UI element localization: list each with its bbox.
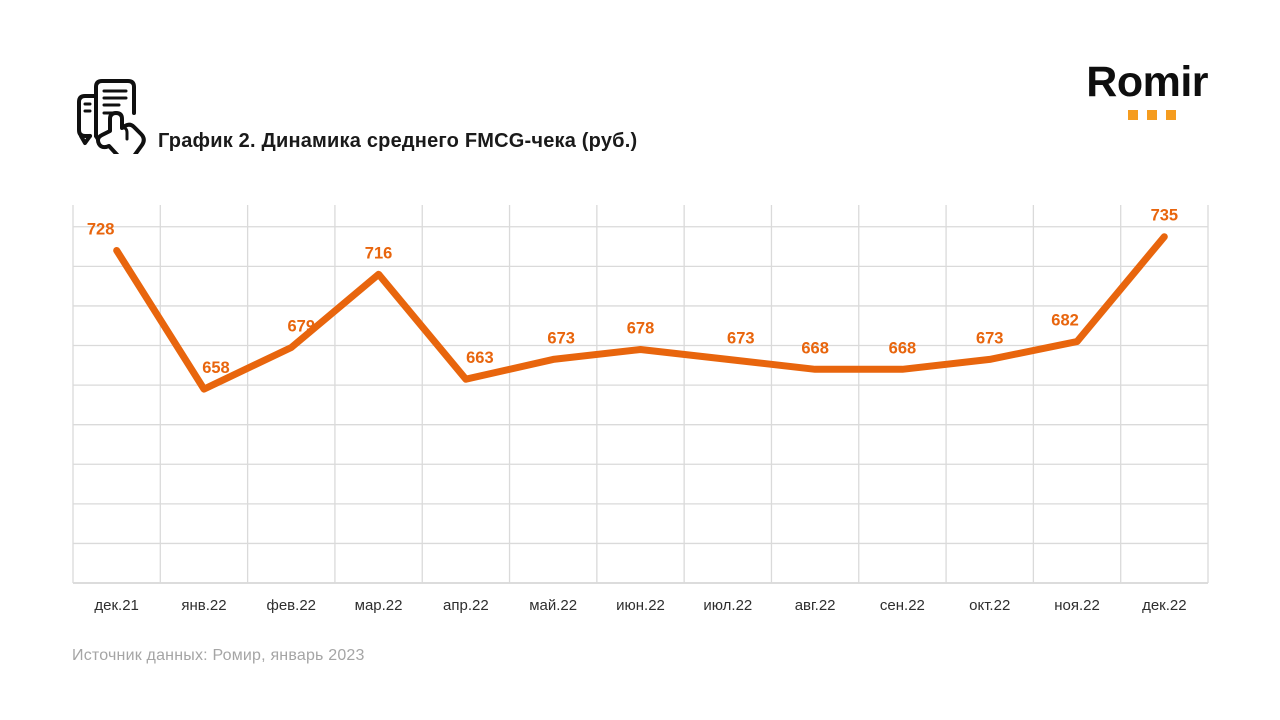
data-label: 668 — [889, 339, 917, 357]
receipt-in-hand-icon — [72, 74, 150, 163]
logo-dot — [1166, 110, 1176, 120]
x-tick-label: ноя.22 — [1054, 597, 1100, 614]
data-label: 735 — [1151, 207, 1179, 225]
fmcg-average-check-line-chart: 728 658 679 716 663 673 678 673 668 668 673 682 735 д… — [72, 205, 1209, 614]
x-tick-label: апр.22 — [443, 597, 489, 614]
data-label: 679 — [288, 317, 316, 335]
chart-title: График 2. Динамика среднего FMCG-чека (р… — [158, 130, 638, 152]
romir-logo-text: Romir — [1086, 58, 1208, 106]
x-tick-label: июл.22 — [703, 597, 752, 614]
x-tick-label: май.22 — [529, 597, 577, 614]
x-tick-label: дек.22 — [1142, 597, 1187, 614]
x-tick-label: окт.22 — [969, 597, 1010, 614]
series-line — [113, 233, 1168, 393]
data-source-note: Источник данных: Ромир, январь 2023 — [72, 647, 365, 664]
romir-logo: Romir — [1086, 58, 1208, 120]
x-tick-label: мар.22 — [355, 597, 403, 614]
x-tick-label: фев.22 — [267, 597, 317, 614]
data-label: 716 — [365, 244, 393, 262]
logo-dot — [1128, 110, 1138, 120]
romir-logo-dots — [1128, 110, 1176, 120]
x-tick-label: сен.22 — [880, 597, 925, 614]
x-tick-label: дек.21 — [94, 597, 139, 614]
data-label: 668 — [801, 339, 829, 357]
x-tick-label: авг.22 — [795, 597, 836, 614]
data-label: 678 — [627, 319, 655, 337]
x-tick-label: янв.22 — [181, 597, 226, 614]
logo-dot — [1147, 110, 1157, 120]
data-label: 673 — [547, 329, 575, 347]
data-label: 673 — [727, 329, 755, 347]
data-label: 673 — [976, 329, 1004, 347]
data-label: 658 — [202, 359, 230, 377]
data-label: 663 — [466, 349, 494, 367]
x-tick-label: июн.22 — [616, 597, 665, 614]
data-label: 728 — [87, 221, 115, 239]
data-label: 682 — [1051, 312, 1079, 330]
